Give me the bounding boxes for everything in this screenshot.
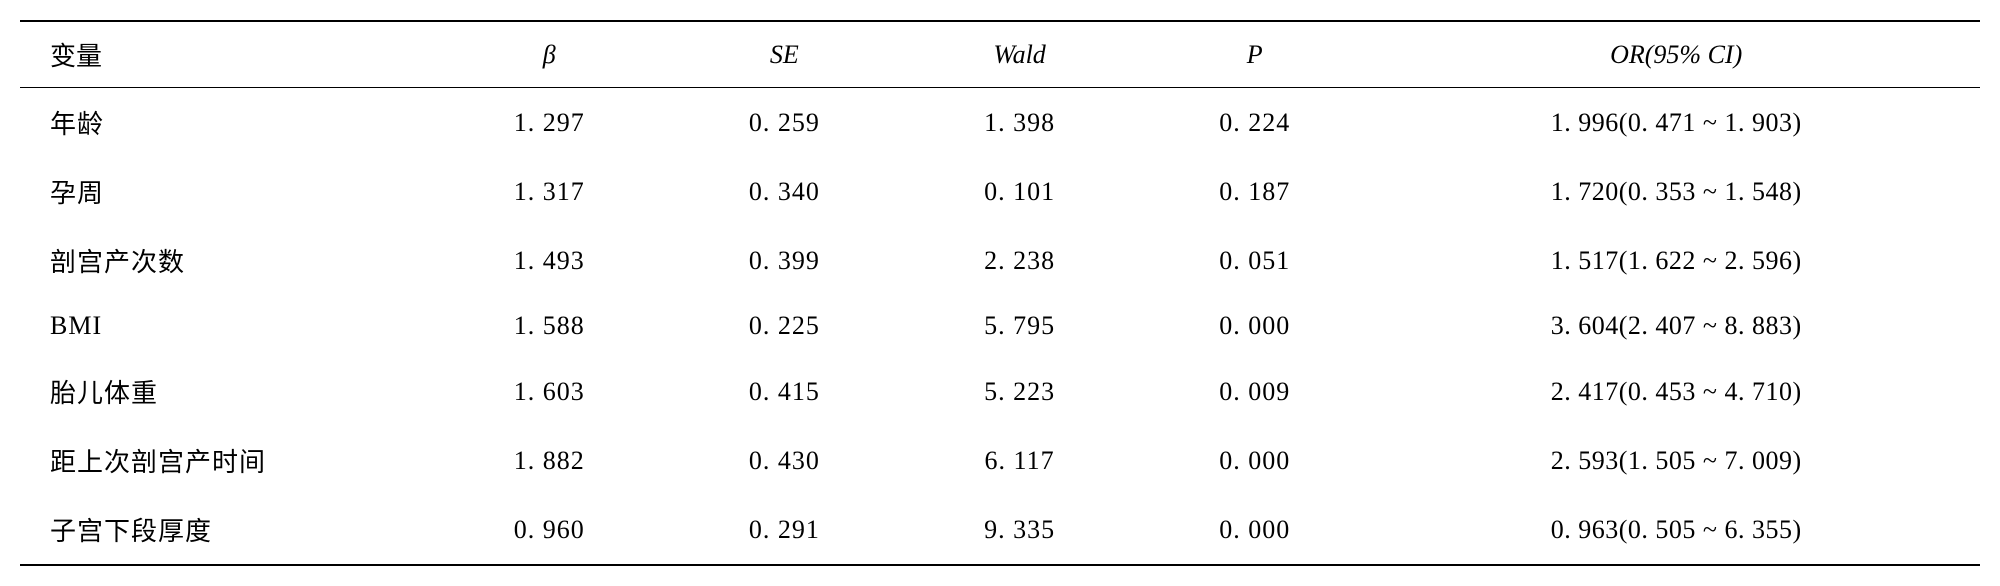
header-variable: 变量 [20,21,432,88]
cell-p: 0. 224 [1137,88,1372,158]
cell-p: 0. 000 [1137,295,1372,357]
header-p: P [1137,21,1372,88]
cell-p: 0. 000 [1137,426,1372,495]
cell-beta: 1. 603 [432,357,667,426]
cell-or: 1. 996(0. 471 ~ 1. 903) [1372,88,1980,158]
cell-or: 1. 720(0. 353 ~ 1. 548) [1372,157,1980,226]
header-or: OR(95% CI) [1372,21,1980,88]
cell-variable: 距上次剖宫产时间 [20,426,432,495]
cell-p: 0. 051 [1137,226,1372,295]
cell-beta: 1. 493 [432,226,667,295]
cell-wald: 6. 117 [902,426,1137,495]
table-header-row: 变量 β SE Wald P OR(95% CI) [20,21,1980,88]
header-beta: β [432,21,667,88]
cell-se: 0. 259 [667,88,902,158]
cell-wald: 1. 398 [902,88,1137,158]
cell-se: 0. 225 [667,295,902,357]
cell-variable: 年龄 [20,88,432,158]
cell-wald: 9. 335 [902,495,1137,565]
cell-variable: 胎儿体重 [20,357,432,426]
table-row: 年龄 1. 297 0. 259 1. 398 0. 224 1. 996(0.… [20,88,1980,158]
table-body: 年龄 1. 297 0. 259 1. 398 0. 224 1. 996(0.… [20,88,1980,566]
cell-p: 0. 009 [1137,357,1372,426]
cell-se: 0. 415 [667,357,902,426]
cell-or: 2. 417(0. 453 ~ 4. 710) [1372,357,1980,426]
table-row: 子宫下段厚度 0. 960 0. 291 9. 335 0. 000 0. 96… [20,495,1980,565]
cell-or: 3. 604(2. 407 ~ 8. 883) [1372,295,1980,357]
cell-se: 0. 340 [667,157,902,226]
cell-se: 0. 430 [667,426,902,495]
regression-table-container: 变量 β SE Wald P OR(95% CI) 年龄 1. 297 0. 2… [20,20,1980,566]
header-se: SE [667,21,902,88]
cell-beta: 1. 297 [432,88,667,158]
cell-beta: 1. 882 [432,426,667,495]
cell-se: 0. 399 [667,226,902,295]
cell-variable: 剖宫产次数 [20,226,432,295]
table-row: 距上次剖宫产时间 1. 882 0. 430 6. 117 0. 000 2. … [20,426,1980,495]
cell-p: 0. 000 [1137,495,1372,565]
cell-beta: 0. 960 [432,495,667,565]
cell-se: 0. 291 [667,495,902,565]
regression-table: 变量 β SE Wald P OR(95% CI) 年龄 1. 297 0. 2… [20,20,1980,566]
cell-beta: 1. 588 [432,295,667,357]
cell-or: 0. 963(0. 505 ~ 6. 355) [1372,495,1980,565]
cell-or: 2. 593(1. 505 ~ 7. 009) [1372,426,1980,495]
table-row: 孕周 1. 317 0. 340 0. 101 0. 187 1. 720(0.… [20,157,1980,226]
cell-variable: BMI [20,295,432,357]
cell-variable: 子宫下段厚度 [20,495,432,565]
cell-wald: 0. 101 [902,157,1137,226]
cell-wald: 5. 795 [902,295,1137,357]
cell-variable: 孕周 [20,157,432,226]
table-row: 剖宫产次数 1. 493 0. 399 2. 238 0. 051 1. 517… [20,226,1980,295]
cell-wald: 2. 238 [902,226,1137,295]
cell-beta: 1. 317 [432,157,667,226]
cell-p: 0. 187 [1137,157,1372,226]
table-row: 胎儿体重 1. 603 0. 415 5. 223 0. 009 2. 417(… [20,357,1980,426]
cell-or: 1. 517(1. 622 ~ 2. 596) [1372,226,1980,295]
header-wald: Wald [902,21,1137,88]
cell-wald: 5. 223 [902,357,1137,426]
table-row: BMI 1. 588 0. 225 5. 795 0. 000 3. 604(2… [20,295,1980,357]
